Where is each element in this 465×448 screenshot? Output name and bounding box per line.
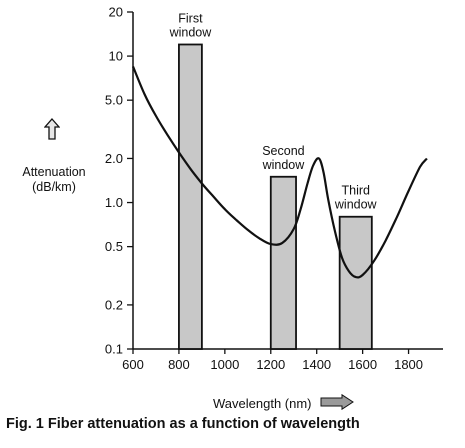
x-axis-label: Wavelength (nm) (213, 396, 312, 411)
arrow-right-icon (320, 393, 354, 415)
x-tick-label: 1200 (256, 357, 285, 372)
bar-label: window (169, 25, 213, 39)
bar-label: First (178, 11, 203, 25)
bar (338, 215, 373, 350)
bar-label: window (334, 198, 378, 212)
curve-layer (131, 65, 428, 279)
attenuation-curve-line (131, 65, 428, 279)
y-tick-label: 1.0 (105, 195, 123, 210)
y-tick-label: 0.5 (105, 239, 123, 254)
y-axis-label-line-1: Attenuation (22, 165, 86, 179)
x-tick-label: 1600 (348, 357, 377, 372)
y-axis-label-line-2: (dB/km) (32, 180, 76, 194)
labels: 20 10 5.0 2.0 1.0 0.5 0.2 0.1600 800 1000 1200 1400… (105, 5, 423, 373)
bar-label: Third (341, 184, 370, 198)
bar (178, 43, 203, 350)
x-tick-label: 1400 (302, 357, 331, 372)
x-tick-label: 600 (122, 357, 144, 372)
y-tick-label: 5.0 (105, 93, 123, 108)
y-tick-label: 2.0 (105, 151, 123, 166)
arrow-up-icon (43, 118, 61, 145)
y-tick-label: 0.1 (105, 342, 123, 357)
x-tick-label: 1800 (394, 357, 423, 372)
y-axis-label: Attenuation (dB/km) (14, 165, 94, 195)
bar (269, 175, 297, 350)
figure-caption: Fig. 1 Fiber attenuation as a function o… (6, 416, 360, 432)
x-tick-label: 1000 (210, 357, 239, 372)
y-tick-label: 0.2 (105, 297, 123, 312)
bar-label: Second (262, 144, 304, 158)
bars (178, 43, 373, 350)
bar-label: window (262, 158, 306, 172)
y-tick-label: 20 (109, 5, 123, 20)
y-tick-label: 10 (109, 49, 123, 64)
x-tick-label: 800 (168, 357, 190, 372)
